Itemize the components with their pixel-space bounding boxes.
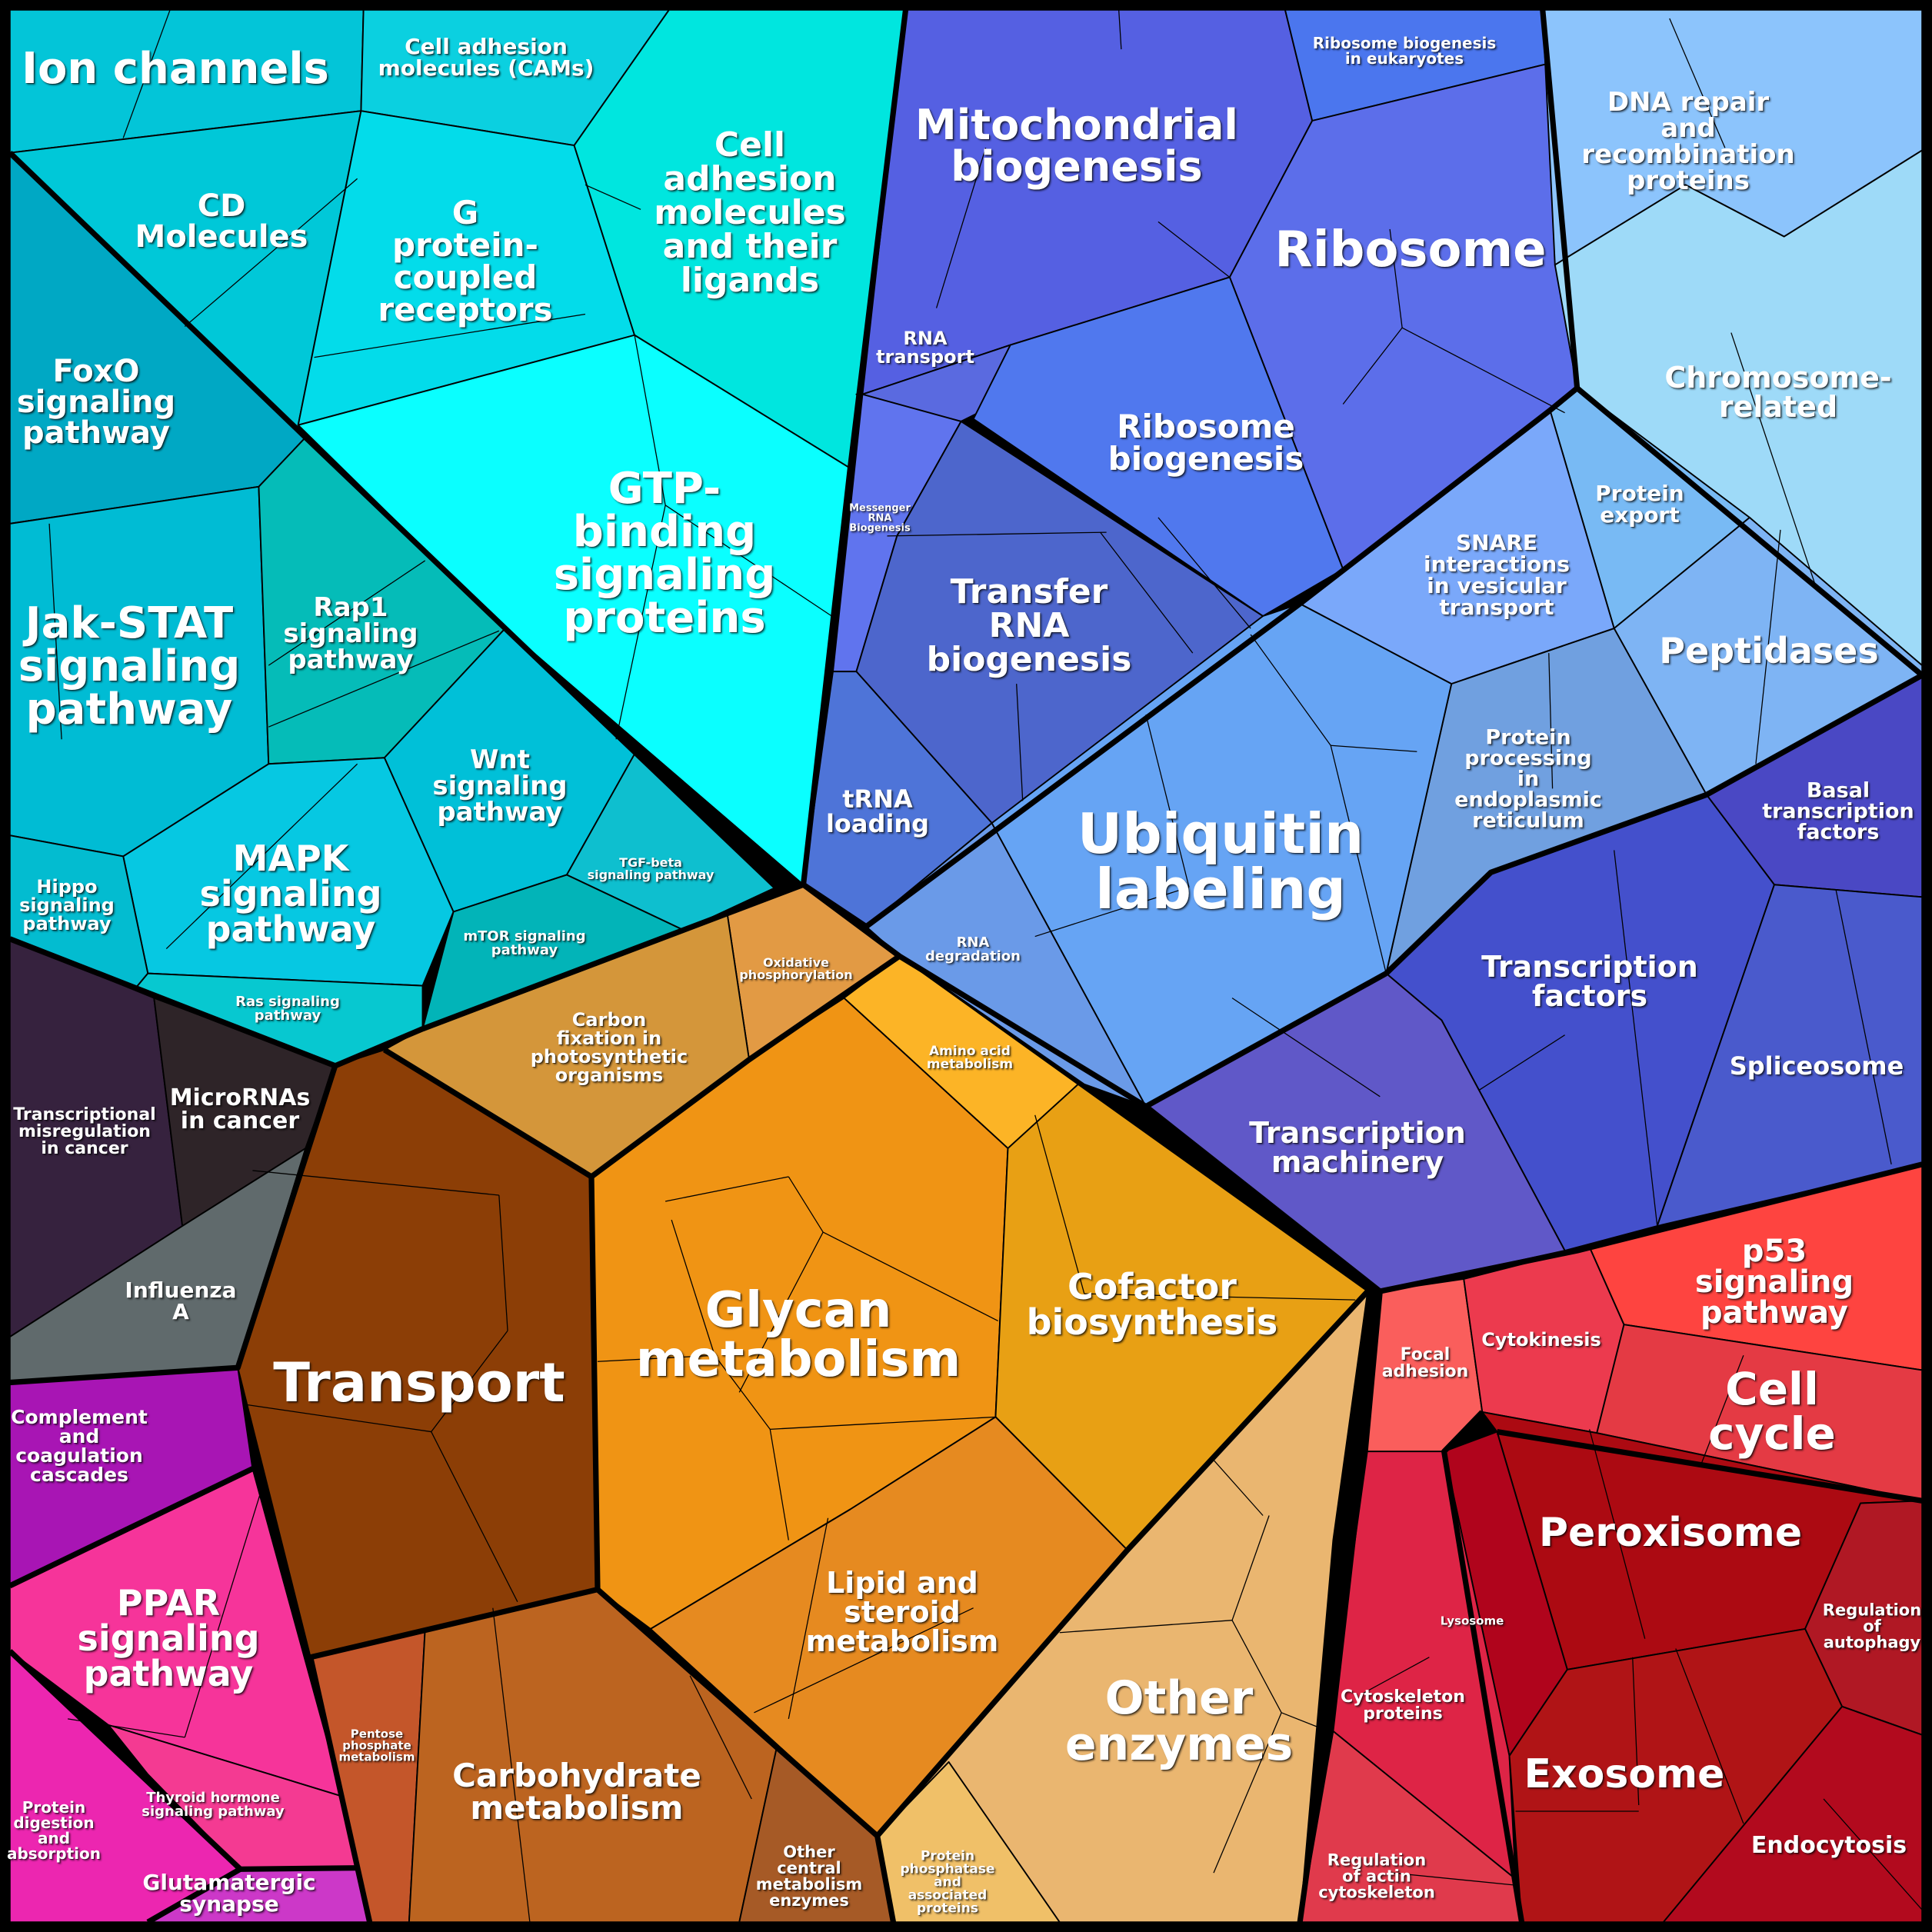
label-rna-transport: RNA transport [876, 328, 974, 368]
label-messenger-rna: Messenger RNA Biogenesis [849, 502, 911, 535]
label-mito-biogenesis: Mitochondrial biogenesis [915, 101, 1238, 191]
label-cytokinesis: Cytokinesis [1481, 1329, 1601, 1351]
label-transport: Transport [273, 1351, 565, 1414]
label-transcription-machinery: Transcription machinery [1249, 1116, 1466, 1179]
cell-cytoskeleton-proteins[interactable] [1332, 1451, 1517, 1880]
label-cofactor: Cofactor biosynthesis [1026, 1266, 1278, 1343]
label-transcriptional-misreg: Transcriptional misregulation in cancer [13, 1105, 156, 1158]
label-protein-export: Protein export [1595, 481, 1684, 528]
label-cytoskeleton-proteins: Cytoskeleton proteins [1341, 1687, 1465, 1724]
label-trna-biogenesis: Transfer RNA biogenesis [926, 572, 1132, 679]
label-pentose: Pentose phosphate metabolism [338, 1727, 415, 1764]
label-ubiquitin: Ubiquitin labeling [1077, 801, 1364, 921]
label-peroxisome: Peroxisome [1538, 1510, 1803, 1556]
label-transcription-factors: Transcription factors [1481, 950, 1698, 1013]
label-protein-phosphatase: Protein phosphatase and associated prote… [900, 1848, 995, 1917]
label-basal-tf: Basal transcription factors [1762, 778, 1914, 844]
label-mtor: mTOR signaling pathway [463, 928, 586, 958]
label-thyroid: Thyroid hormone signaling pathway [142, 1790, 285, 1820]
label-rna-degradation: RNA degradation [925, 934, 1021, 964]
label-tgf-beta: TGF-beta signaling pathway [587, 855, 715, 882]
label-cams: Cell adhesion molecules (CAMs) [378, 34, 595, 81]
label-regulation-autophagy: Regulation of autophagy [1822, 1601, 1922, 1652]
label-lysosome: Lysosome [1440, 1614, 1504, 1628]
label-regulation-actin: Regulation of actin cytoskeleton [1318, 1850, 1435, 1902]
label-focal-adhesion: Focal adhesion [1381, 1345, 1469, 1381]
label-influenza: Influenza A [125, 1277, 237, 1324]
label-glycan: Glycan metabolism [635, 1282, 961, 1388]
label-rap1: Rap1 signaling pathway [283, 592, 418, 675]
label-cell-cycle: Cell cycle [1708, 1363, 1836, 1460]
label-chromosome: Chromosome- related [1664, 361, 1892, 424]
label-exosome: Exosome [1524, 1751, 1725, 1797]
label-amino-acid: Amino acid metabolism [926, 1044, 1014, 1072]
label-ribosome: Ribosome [1274, 222, 1547, 278]
label-dna-repair: DNA repair and recombination proteins [1581, 87, 1795, 196]
label-other-enzymes: Other enzymes [1064, 1671, 1294, 1771]
label-snare: SNARE interactions in vesicular transpor… [1423, 530, 1571, 620]
label-protein-processing-er: Protein processing in endoplasmic reticu… [1454, 725, 1602, 833]
label-gpcr: G protein- coupled receptors [378, 194, 553, 328]
label-trna-loading: tRNA loading [825, 784, 930, 838]
label-p53: p53 signaling pathway [1694, 1234, 1854, 1331]
label-gtp-binding: GTP- binding signaling proteins [553, 464, 776, 643]
label-micrornas: MicroRNAs in cancer [169, 1084, 311, 1134]
label-foxo: FoxO signaling pathway [16, 354, 176, 451]
label-ras: Ras signaling pathway [235, 994, 340, 1024]
label-oxphos: Oxidative phosphorylation [739, 955, 853, 982]
label-wnt: Wnt signaling pathway [432, 744, 568, 828]
label-lipid-steroid: Lipid and steroid metabolism [805, 1566, 999, 1658]
label-protein-digestion: Protein digestion and absorption [6, 1798, 102, 1863]
label-ribo-bio-euk: Ribosome biogenesis in eukaryotes [1312, 34, 1497, 68]
label-cd-molecules: CD Molecules [135, 188, 308, 255]
label-mapk: MAPK signaling pathway [199, 838, 382, 950]
label-ribosome-biogenesis: Ribosome biogenesis [1108, 408, 1304, 478]
label-spliceosome: Spliceosome [1729, 1051, 1904, 1081]
label-endocytosis: Endocytosis [1750, 1832, 1907, 1859]
cell-ribosome-biogenesis[interactable] [972, 276, 1344, 617]
label-peptidases: Peptidases [1659, 630, 1879, 671]
label-complement: Complement and coagulation cascades [11, 1406, 148, 1486]
label-cell-adhesion-ligands: Cell adhesion molecules and their ligand… [654, 125, 846, 300]
label-jak-stat: Jak-STAT signaling pathway [18, 598, 241, 734]
label-glutamatergic: Glutamatergic synapse [142, 1870, 316, 1917]
label-ion-channels: Ion channels [22, 44, 329, 94]
label-carbohydrate: Carbohydrate metabolism [452, 1757, 701, 1827]
label-other-central: Other central metabolism enzymes [755, 1843, 863, 1910]
label-hippo: Hippo signaling pathway [19, 876, 115, 934]
label-carbon-fixation: Carbon fixation in photosynthetic organi… [530, 1009, 688, 1086]
label-ppar: PPAR signaling pathway [77, 1582, 260, 1694]
